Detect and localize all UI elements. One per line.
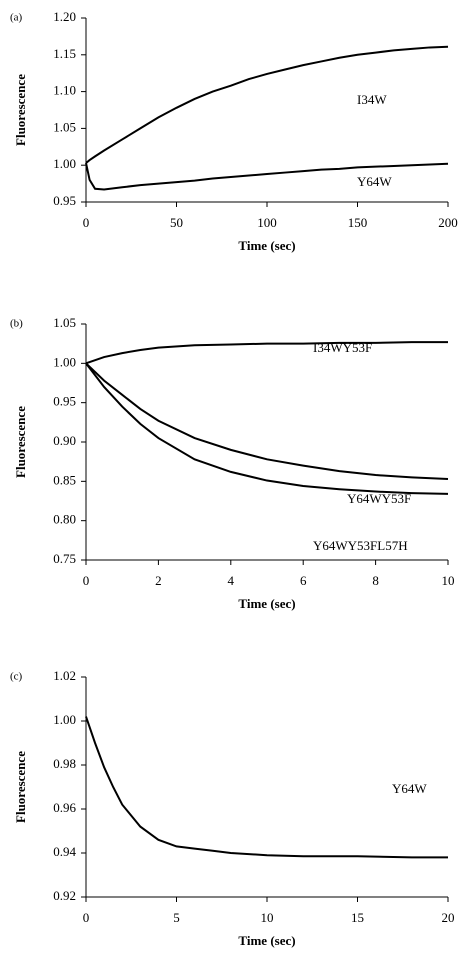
x-tick-label: 200 bbox=[438, 215, 458, 230]
x-tick-label: 100 bbox=[257, 215, 277, 230]
x-tick-label: 2 bbox=[155, 573, 162, 588]
y-tick-label: 0.80 bbox=[53, 512, 76, 527]
series-label: Y64WY53FL57H bbox=[313, 538, 408, 553]
series-label: Y64W bbox=[357, 174, 392, 189]
line-series bbox=[85, 162, 449, 191]
x-axis-title: Time (sec) bbox=[238, 238, 295, 253]
y-tick-label: 1.05 bbox=[53, 119, 76, 134]
series-label: I34WY53F bbox=[313, 340, 372, 355]
y-tick-label: 0.85 bbox=[53, 472, 76, 487]
series-label: Y64W bbox=[392, 781, 427, 796]
y-axis-title: Fluorescence bbox=[13, 751, 28, 823]
x-tick-label: 10 bbox=[442, 573, 455, 588]
x-tick-label: 0 bbox=[83, 573, 90, 588]
series-label: Y64WY53F bbox=[347, 491, 411, 506]
y-tick-label: 0.92 bbox=[53, 888, 76, 903]
y-tick-label: 1.02 bbox=[53, 668, 76, 683]
line-series bbox=[85, 45, 449, 164]
x-tick-label: 15 bbox=[351, 910, 364, 925]
y-tick-label: 1.00 bbox=[53, 712, 76, 727]
x-axis-title: Time (sec) bbox=[238, 596, 295, 611]
line-series bbox=[85, 716, 448, 859]
x-tick-label: 4 bbox=[228, 573, 235, 588]
x-tick-label: 0 bbox=[83, 910, 90, 925]
y-tick-label: 0.96 bbox=[53, 800, 76, 815]
y-tick-label: 0.95 bbox=[53, 394, 76, 409]
y-tick-label: 1.00 bbox=[53, 156, 76, 171]
panel-label: (c) bbox=[10, 671, 23, 683]
y-tick-label: 1.20 bbox=[53, 9, 76, 24]
x-tick-label: 5 bbox=[173, 910, 180, 925]
x-tick-label: 150 bbox=[348, 215, 368, 230]
panel-label: (a) bbox=[10, 12, 23, 24]
y-tick-label: 1.00 bbox=[53, 354, 76, 369]
y-tick-label: 0.90 bbox=[53, 433, 76, 448]
line-series bbox=[85, 362, 449, 495]
x-tick-label: 6 bbox=[300, 573, 307, 588]
y-tick-label: 0.98 bbox=[53, 756, 76, 771]
y-axis-title: Fluorescence bbox=[13, 74, 28, 146]
y-tick-label: 1.05 bbox=[53, 315, 76, 330]
y-tick-label: 0.94 bbox=[53, 844, 76, 859]
series-label: I34W bbox=[357, 92, 387, 107]
line-series bbox=[85, 362, 449, 480]
x-tick-label: 0 bbox=[83, 215, 90, 230]
x-tick-label: 10 bbox=[261, 910, 274, 925]
y-tick-label: 0.75 bbox=[53, 551, 76, 566]
x-tick-label: 50 bbox=[170, 215, 183, 230]
x-axis-title: Time (sec) bbox=[238, 933, 295, 948]
panel-label: (b) bbox=[10, 318, 23, 330]
y-tick-label: 1.15 bbox=[53, 46, 76, 61]
x-tick-label: 8 bbox=[372, 573, 379, 588]
y-axis-title: Fluorescence bbox=[13, 406, 28, 478]
y-tick-label: 0.95 bbox=[53, 193, 76, 208]
x-tick-label: 20 bbox=[442, 910, 455, 925]
line-series bbox=[85, 341, 448, 365]
y-tick-label: 1.10 bbox=[53, 83, 76, 98]
